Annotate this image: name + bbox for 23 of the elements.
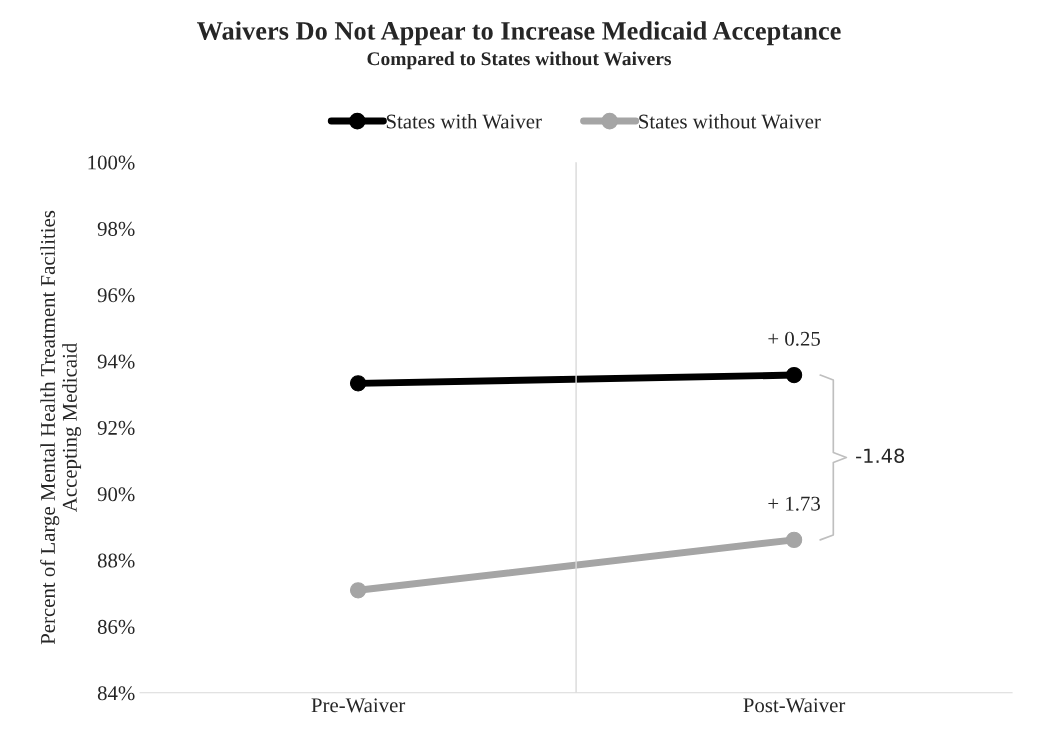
legend-label: States without Waiver [639,113,821,129]
y-tick-label: 92% [97,420,135,435]
annotation: -1.48 [856,448,905,464]
annotation: + 1.73 [768,496,820,511]
y-tick-label: 86% [97,619,135,634]
y-tick-label: 90% [97,487,135,502]
y-axis-title: Percent of Large Mental Health Treatment Facilities Accepting Medicaid [40,210,82,645]
y-tick-label: 88% [97,553,135,568]
y-tick-label: 94% [97,354,135,369]
legend-label: States with Waiver [386,113,542,129]
point [785,531,803,549]
annotation: + 0.25 [768,331,820,346]
y-tick-label: 84% [97,686,135,701]
point [349,582,367,599]
y-tick-label: 98% [97,221,135,236]
point [349,375,367,392]
y-tick-label: 100% [88,155,135,170]
chart-title: Waivers Do Not Appear to Increase Medicaid Acceptance [196,21,841,46]
x-tick-label: Pre-Waiver [311,698,406,713]
y-tick-label: 96% [97,288,135,303]
chart-subtitle: Compared to States without Waivers [367,51,672,70]
point [785,366,803,384]
x-tick-label: Post-Waiver [743,698,846,713]
